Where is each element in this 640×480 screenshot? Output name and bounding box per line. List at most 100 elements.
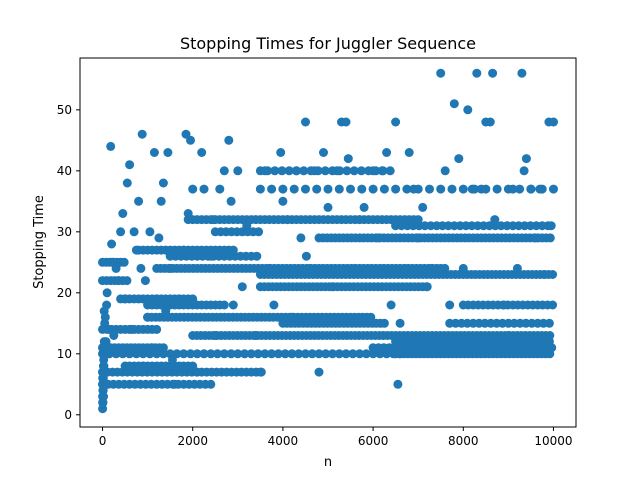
data-point (355, 215, 365, 225)
data-point (154, 233, 164, 243)
data-point (255, 184, 265, 194)
data-point (233, 349, 243, 359)
x-tick-label: 10000 (534, 434, 572, 448)
data-point (163, 148, 173, 157)
data-point (341, 349, 351, 359)
data-point (188, 184, 198, 194)
data-point (472, 68, 482, 78)
data-point (512, 263, 522, 273)
data-point (409, 184, 419, 194)
data-point (210, 331, 220, 340)
data-point (530, 233, 540, 243)
data-point (152, 324, 162, 334)
data-point (350, 263, 360, 273)
data-point (355, 349, 365, 359)
x-tick-label: 2000 (177, 434, 208, 448)
data-point (386, 300, 396, 310)
data-point (334, 184, 344, 194)
data-point (546, 221, 556, 231)
data-point (418, 202, 428, 212)
data-point (109, 331, 119, 340)
data-point (391, 117, 401, 127)
data-point (143, 312, 153, 322)
x-axis-ticks: 0 2000 4000 6000 8000 10000 (99, 427, 573, 448)
data-point (111, 263, 121, 273)
data-point (521, 154, 531, 164)
data-point (219, 349, 229, 359)
data-point (526, 184, 536, 194)
data-point (348, 349, 358, 359)
data-point (458, 184, 468, 194)
data-point (321, 349, 331, 359)
data-point (368, 166, 378, 176)
data-point (301, 349, 310, 359)
data-point (458, 263, 468, 273)
plot-frame (79, 57, 577, 428)
data-point (485, 117, 495, 127)
x-tick-label: 0 (99, 434, 107, 448)
y-tick-label: 20 (57, 286, 72, 300)
data-point (476, 184, 486, 194)
data-point (138, 361, 148, 371)
data-point (517, 68, 527, 78)
data-point (402, 184, 412, 194)
data-point (269, 300, 279, 310)
data-point (332, 166, 342, 176)
data-point (549, 117, 558, 127)
data-point (299, 166, 309, 176)
data-point (99, 361, 109, 371)
data-point (349, 166, 359, 176)
data-point (277, 166, 287, 176)
data-point (213, 349, 222, 359)
data-point (179, 349, 189, 359)
data-point (436, 68, 446, 78)
data-point (492, 184, 502, 194)
data-point (251, 331, 261, 340)
data-point (260, 166, 270, 176)
data-point (161, 306, 171, 316)
data-point (131, 245, 141, 255)
data-point (270, 166, 280, 176)
data-point (278, 184, 288, 194)
data-point (156, 196, 166, 206)
data-point (137, 129, 147, 139)
data-point (310, 166, 319, 176)
data-point (276, 148, 286, 157)
x-tick-label: 8000 (448, 434, 479, 448)
data-point (145, 227, 155, 237)
data-point (152, 294, 162, 304)
data-point (119, 257, 129, 267)
data-point (179, 245, 189, 255)
data-point (122, 178, 132, 188)
data-point (122, 276, 132, 286)
data-point (301, 117, 310, 127)
data-point (503, 331, 513, 340)
data-point (192, 349, 202, 359)
data-point (102, 288, 112, 298)
data-point (379, 184, 389, 194)
data-point (170, 379, 180, 389)
data-point (291, 166, 301, 176)
data-point (165, 263, 175, 273)
data-point (287, 349, 297, 359)
data-point (224, 135, 234, 145)
data-point (328, 282, 337, 292)
data-point (116, 227, 126, 237)
data-point (413, 215, 423, 225)
data-point (183, 209, 193, 218)
data-point (267, 349, 277, 359)
data-point (305, 263, 315, 273)
data-point (463, 105, 473, 115)
data-point (199, 349, 209, 359)
data-point (544, 318, 554, 328)
data-point (252, 251, 262, 261)
data-point (341, 117, 351, 127)
y-tick-label: 10 (57, 347, 72, 361)
data-point (219, 300, 229, 310)
data-point (260, 349, 270, 359)
data-point (237, 282, 247, 292)
data-point (312, 184, 322, 194)
chart-title: Stopping Times for Juggler Sequence (180, 34, 476, 53)
data-point (158, 178, 168, 188)
data-point (393, 379, 403, 389)
